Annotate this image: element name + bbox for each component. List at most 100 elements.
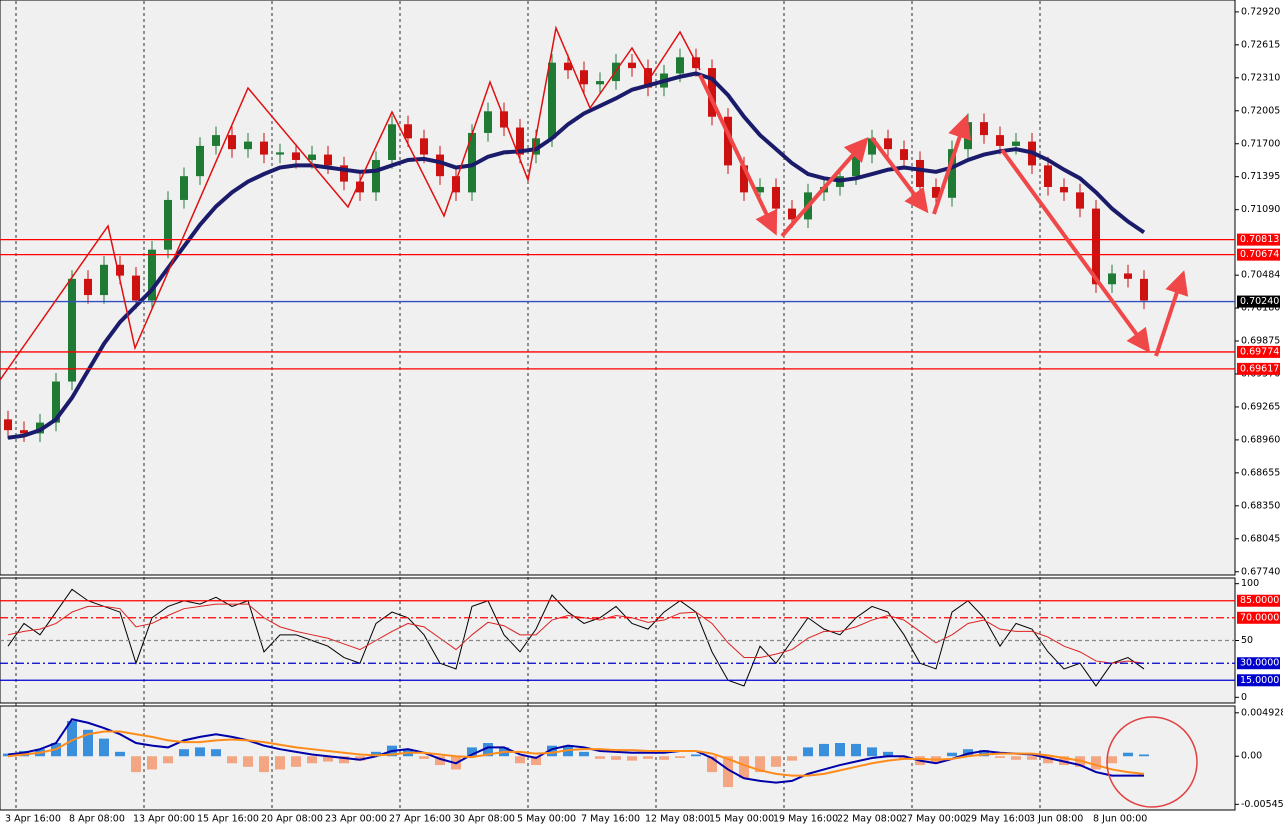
- histogram-bar: [355, 756, 365, 761]
- candle-body: [644, 68, 652, 88]
- histogram-bar: [627, 756, 637, 761]
- y-tick-label: 0.70180: [1241, 303, 1280, 314]
- candle-body: [628, 62, 636, 69]
- candle-body: [468, 132, 476, 193]
- candle-body: [1044, 165, 1052, 187]
- candle-body: [68, 278, 76, 382]
- level-label: 0.70674: [1240, 249, 1279, 260]
- histogram-bar: [819, 743, 829, 757]
- histogram-bar: [739, 756, 749, 779]
- level-label: 0.69774: [1240, 346, 1279, 357]
- candle-body: [596, 81, 604, 85]
- candle-body: [1124, 273, 1132, 279]
- x-tick-label: 22 May 08:00: [837, 814, 902, 825]
- histogram-bar: [195, 747, 205, 757]
- y-tick-label: 0.0049282: [1241, 707, 1283, 718]
- candle-body: [388, 124, 396, 160]
- y-tick-label: 0.71395: [1241, 171, 1280, 182]
- candle-body: [164, 199, 172, 250]
- histogram-bar: [291, 756, 301, 767]
- histogram-bar: [947, 752, 957, 757]
- y-tick-label: 0.72615: [1241, 39, 1280, 50]
- candle-body: [228, 135, 236, 150]
- candle-body: [484, 111, 492, 133]
- x-tick-label: 8 Jun 00:00: [1093, 814, 1147, 825]
- histogram-bar: [1091, 756, 1101, 770]
- histogram-bar: [323, 756, 333, 762]
- histogram-bar: [179, 749, 189, 757]
- y-tick-label: -0.005454: [1241, 799, 1283, 810]
- level-badge: [1237, 362, 1280, 375]
- y-tick-label: 0: [1241, 692, 1247, 703]
- level-badge: [1237, 233, 1280, 246]
- candle-body: [1012, 141, 1020, 146]
- histogram-bar: [835, 743, 845, 757]
- highlight-circle: [1106, 716, 1198, 808]
- x-tick-label: 20 Apr 08:00: [261, 814, 323, 825]
- candle-body: [1060, 186, 1068, 193]
- candle-body: [196, 145, 204, 177]
- candle-body: [516, 127, 524, 155]
- histogram-bar: [243, 756, 253, 767]
- x-tick-label: 7 May 16:00: [581, 814, 640, 825]
- zigzag: [0, 25, 701, 381]
- macd-line: [7, 730, 1145, 777]
- candle-body: [212, 135, 220, 146]
- histogram-bar: [339, 756, 349, 764]
- moving-average: [7, 71, 1146, 440]
- candle-body: [356, 181, 364, 193]
- candle-body: [564, 62, 572, 71]
- histogram-bar: [1027, 756, 1037, 760]
- histogram-bar: [435, 756, 445, 766]
- histogram-bar: [227, 756, 237, 764]
- candle-body: [244, 141, 252, 150]
- candle-body: [20, 430, 28, 434]
- level-badge: [1237, 594, 1280, 607]
- candle-body: [372, 159, 380, 193]
- y-tick-label: 0.68045: [1241, 533, 1280, 544]
- level-badge: [1237, 611, 1280, 624]
- level-label: 30.0000: [1240, 658, 1279, 669]
- candle-body: [868, 138, 876, 155]
- y-tick-label: 0.72005: [1241, 105, 1280, 116]
- candle-body: [52, 381, 60, 423]
- histogram-bar: [371, 751, 381, 757]
- x-tick-label: 23 Apr 00:00: [325, 814, 387, 825]
- y-tick-label: 0.71090: [1241, 204, 1280, 215]
- histogram-bar: [115, 751, 125, 757]
- x-tick-label: 27 May 00:00: [901, 814, 966, 825]
- histogram-bar: [67, 720, 77, 757]
- x-tick-label: 3 Apr 16:00: [5, 814, 61, 825]
- candle-body: [84, 278, 92, 296]
- y-tick-label: 0.68655: [1241, 467, 1280, 478]
- histogram-bar: [659, 756, 669, 760]
- histogram-bar: [515, 756, 525, 764]
- level-badge: [1237, 674, 1280, 687]
- histogram-bar: [595, 756, 605, 759]
- y-tick-label: 0.72310: [1241, 72, 1280, 83]
- candle-body: [340, 165, 348, 182]
- y-tick-label: 0.69265: [1241, 401, 1280, 412]
- level-label: 15.0000: [1240, 675, 1279, 686]
- candle-body: [996, 135, 1004, 146]
- annotations: [0, 25, 1198, 808]
- histogram-bar: [419, 756, 429, 759]
- candle-body: [324, 154, 332, 166]
- y-tick-label: 0.67740: [1241, 566, 1280, 577]
- level-badge: [1237, 248, 1280, 261]
- candle-body: [100, 264, 108, 296]
- oscillator-line: [7, 603, 1145, 664]
- x-tick-label: 30 Apr 08:00: [453, 814, 515, 825]
- histogram-bar: [675, 756, 685, 758]
- candle-body: [4, 419, 12, 431]
- x-tick-label: 27 Apr 16:00: [389, 814, 451, 825]
- candle-body: [756, 186, 764, 193]
- x-tick-label: 29 May 16:00: [965, 814, 1030, 825]
- histogram-bar: [467, 747, 477, 757]
- arrows: [698, 74, 1189, 357]
- candle-body: [932, 186, 940, 198]
- candle-body: [148, 249, 156, 301]
- x-tick-label: 5 May 00:00: [517, 814, 576, 825]
- level-badge: [1237, 345, 1280, 358]
- candle-body: [580, 70, 588, 85]
